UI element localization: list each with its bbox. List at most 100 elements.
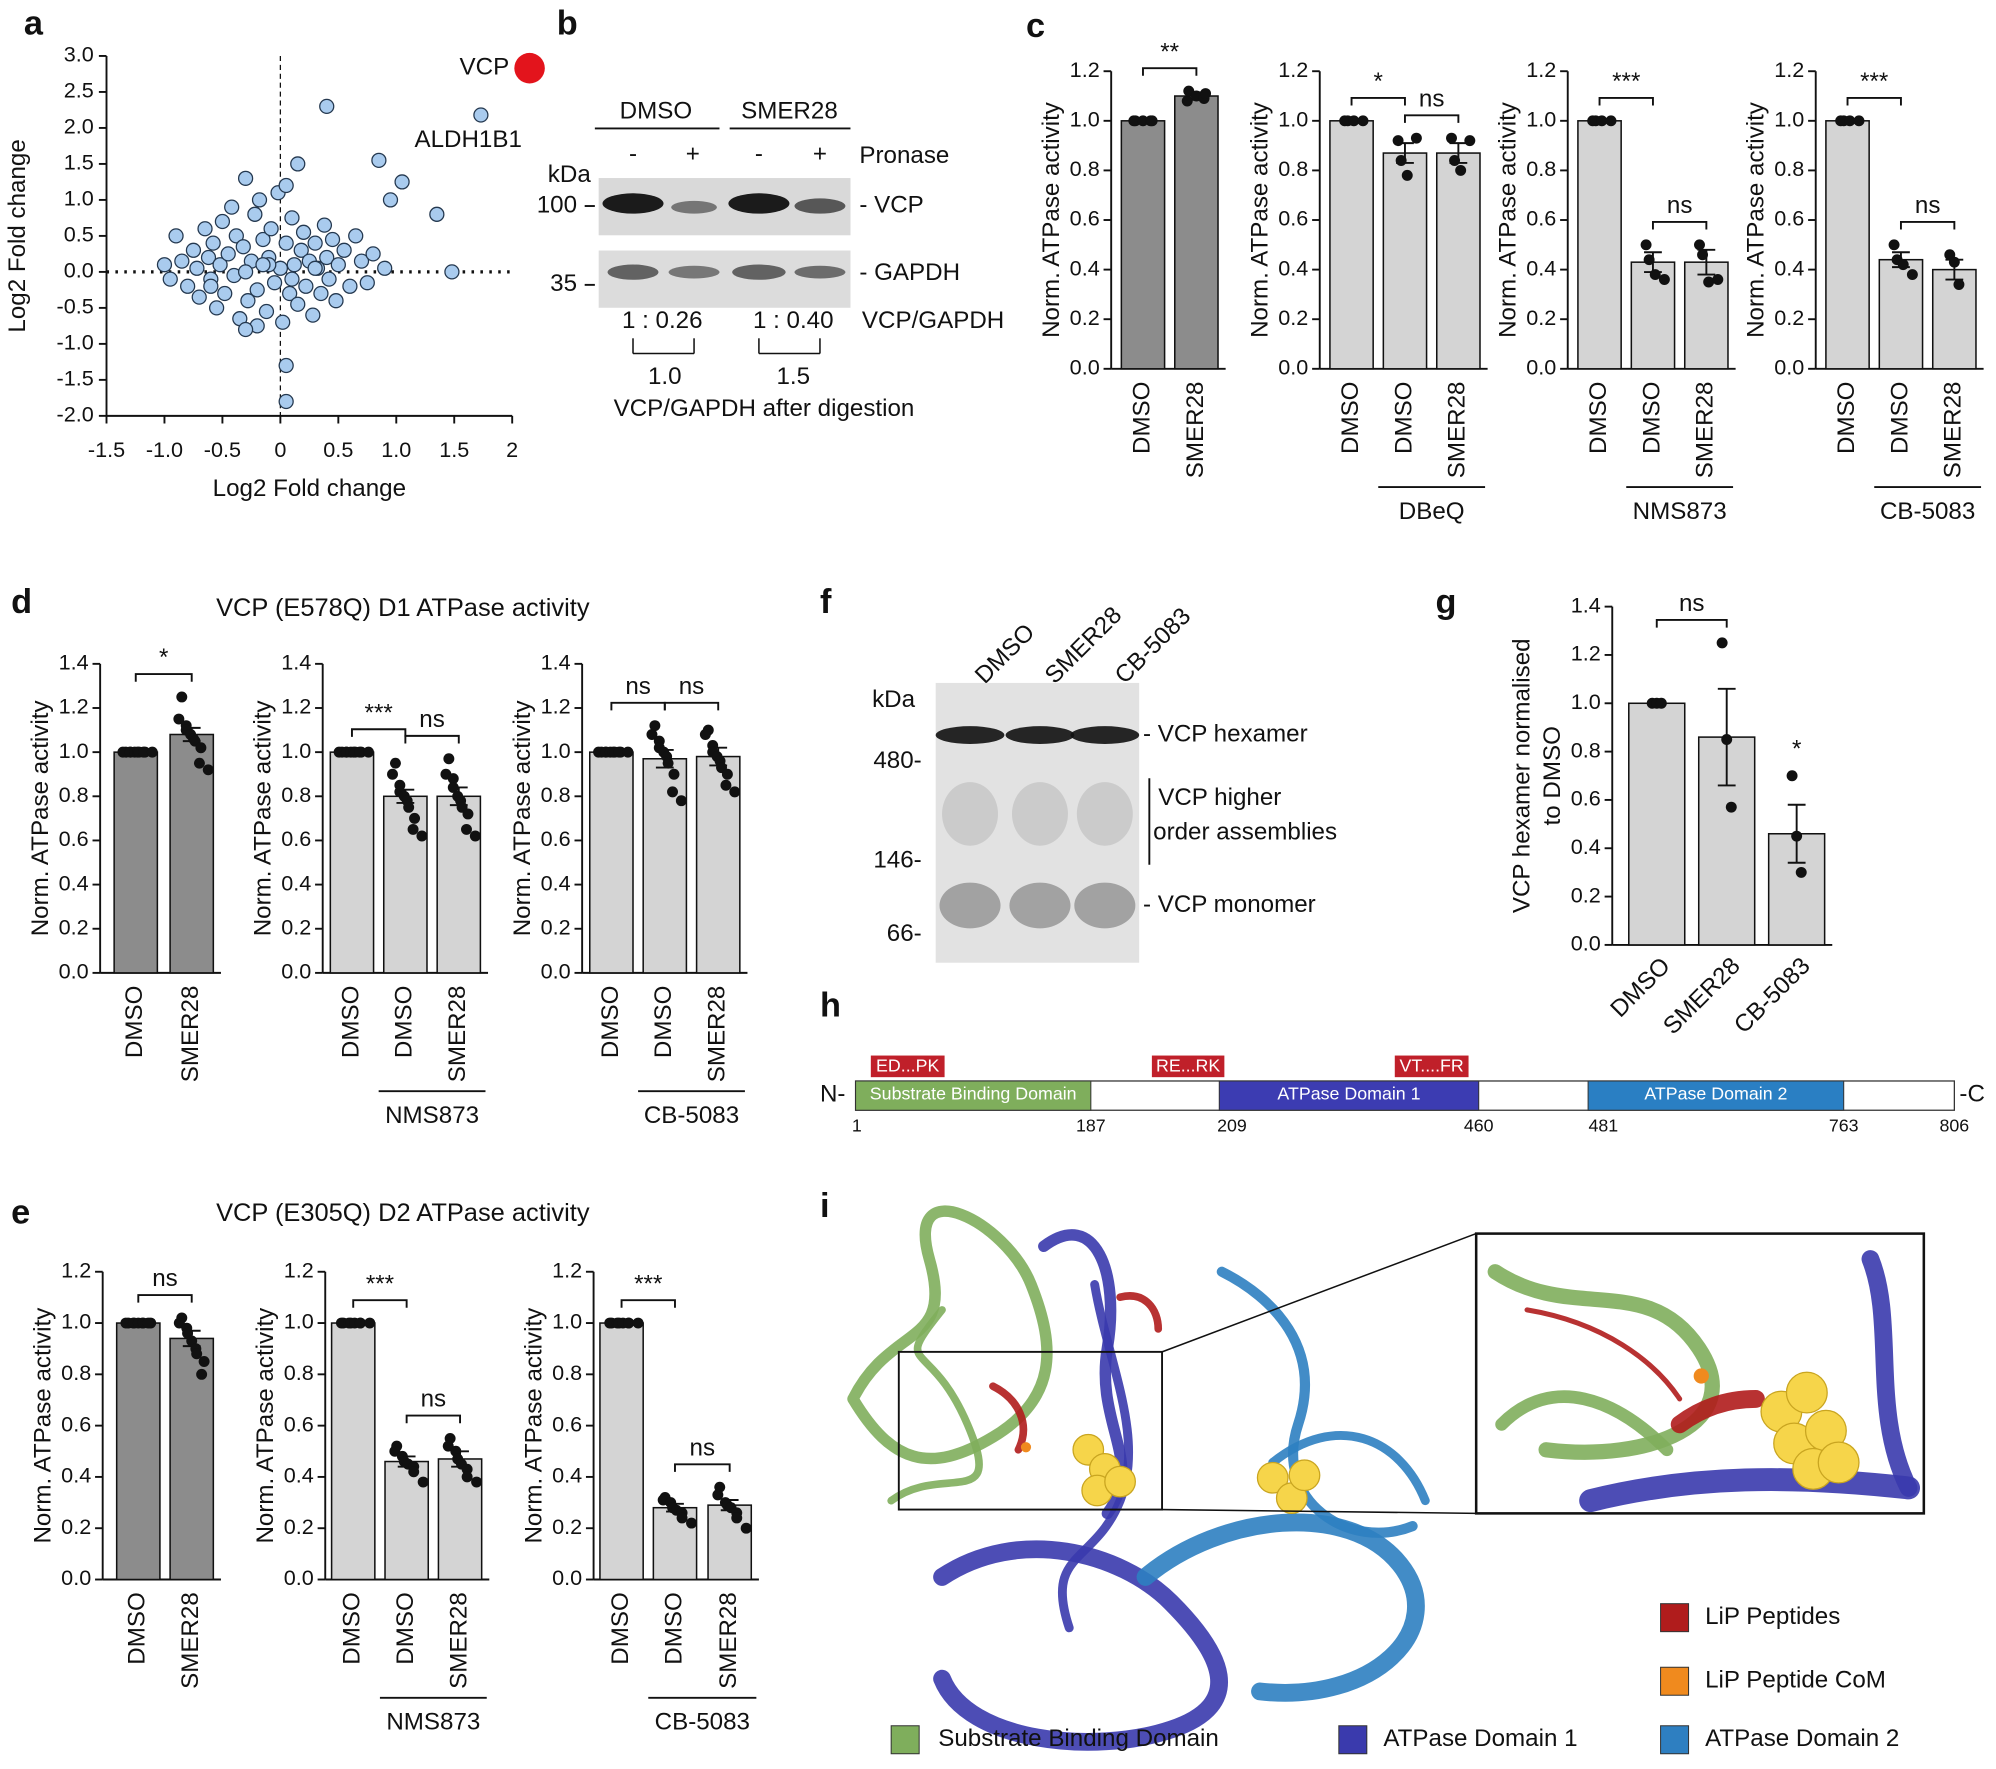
y-tick-label: 0.2	[61, 1514, 91, 1539]
y-axis-label: Norm. ATPase activity	[520, 1307, 547, 1544]
significance-bracket	[1598, 96, 1654, 106]
group-label: DBeQ	[1399, 498, 1465, 525]
significance-label: ns	[1679, 590, 1705, 617]
y-tick-label: 0.4	[552, 1463, 582, 1488]
band-label: - VCP	[859, 191, 923, 218]
significance-label: *	[1792, 736, 1802, 763]
data-point	[462, 808, 474, 820]
y-tick-label: 0.2	[284, 1514, 314, 1539]
x-tick-label: SMER28	[715, 1592, 742, 1689]
point	[278, 357, 294, 374]
y-tick-label: 1.5	[64, 150, 94, 175]
point	[324, 231, 341, 248]
ratio: 1 : 0.26	[622, 307, 703, 334]
y-tick-label: 0.8	[284, 1360, 314, 1385]
data-point	[604, 1317, 616, 1329]
y-tick-label: -0.5	[57, 294, 94, 319]
data-point	[1712, 274, 1724, 285]
y-tick-label: 0.2	[1774, 305, 1804, 330]
point	[255, 231, 271, 248]
point	[359, 275, 375, 291]
significance-label: ns	[679, 673, 705, 700]
data-point	[676, 1512, 688, 1524]
marker-label: 66-	[887, 920, 922, 947]
after-ratio: 1.0	[648, 363, 682, 390]
y-tick-label: 1.2	[1774, 57, 1804, 82]
x-tick-label: SMER28	[177, 986, 204, 1083]
peptide	[1151, 1055, 1225, 1078]
significance-bracket	[350, 728, 407, 737]
pronase-sign: -	[755, 141, 763, 168]
position: 209	[1217, 1115, 1247, 1135]
pronase-label: Pronase	[859, 142, 949, 169]
point	[278, 235, 294, 251]
data-point	[1655, 697, 1667, 709]
domain	[855, 1080, 1092, 1111]
panel-letter: d	[11, 583, 32, 621]
point	[444, 264, 460, 280]
ligand	[1817, 1441, 1860, 1484]
y-tick-label: 1.0	[61, 1309, 91, 1334]
kda-label: kDa	[872, 686, 916, 713]
point	[197, 221, 213, 237]
annotated-point	[514, 52, 545, 84]
y-axis-label: Norm. ATPase activity	[27, 700, 54, 937]
y-tick-label: 0.8	[1278, 156, 1308, 181]
after-label: VCP/GAPDH after digestion	[614, 395, 915, 422]
point	[191, 289, 207, 305]
band-higher	[1076, 782, 1133, 846]
y-tick-label: 3.0	[64, 42, 94, 67]
point	[316, 217, 333, 233]
data-point	[1464, 135, 1476, 147]
pronase-sign: -	[629, 141, 637, 168]
structure-ribbon	[1268, 1431, 1430, 1506]
y-tick-label: 0.8	[59, 782, 89, 807]
point	[330, 257, 346, 273]
data-point	[1721, 734, 1733, 745]
data-point	[699, 729, 711, 740]
bar	[329, 751, 375, 974]
y-tick-label: 0.6	[541, 826, 571, 851]
data-point	[1410, 132, 1422, 144]
data-point	[712, 1489, 724, 1501]
band-hexamer	[1005, 726, 1075, 744]
band-hexamer	[935, 726, 1005, 744]
bar	[436, 795, 482, 974]
point	[275, 314, 291, 330]
legend-swatch	[1338, 1725, 1368, 1755]
data-point	[409, 812, 421, 824]
data-point	[1853, 115, 1865, 127]
data-point	[1449, 155, 1461, 166]
point	[237, 264, 254, 280]
y-tick-label: 1.2	[541, 694, 571, 719]
panel-letter: f	[820, 583, 832, 621]
y-tick-label: 0.4	[284, 1463, 314, 1488]
band	[671, 200, 717, 214]
y-tick-label: 1.2	[1278, 57, 1308, 82]
y-axis-label: Norm. ATPase activity	[509, 700, 536, 937]
point	[156, 257, 173, 273]
y-tick-label: 0.4	[1070, 255, 1100, 280]
bar	[1628, 702, 1686, 946]
y-tick-label: 1.2	[1571, 641, 1601, 666]
significance-bracket	[134, 673, 193, 682]
y-tick-label: 0.6	[1526, 206, 1556, 231]
data-point	[447, 773, 459, 785]
data-point	[1694, 239, 1705, 251]
y-tick-label: 0.8	[61, 1360, 91, 1385]
x-tick-label: 1.0	[381, 437, 411, 462]
y-tick-label: 0.6	[281, 826, 311, 851]
data-point	[1844, 115, 1856, 127]
y-tick-label: 0.0	[284, 1565, 314, 1590]
data-point	[364, 1317, 376, 1329]
point	[162, 271, 178, 287]
peptide	[1394, 1055, 1469, 1078]
significance-label: ns	[419, 706, 445, 733]
y-tick-label: 0.0	[64, 258, 94, 283]
data-point	[1948, 256, 1960, 268]
point	[278, 177, 294, 194]
data-point	[173, 713, 185, 725]
legend-label: ATPase Domain 2	[1705, 1725, 1899, 1752]
ligand	[1288, 1459, 1321, 1492]
data-point	[1888, 239, 1900, 251]
